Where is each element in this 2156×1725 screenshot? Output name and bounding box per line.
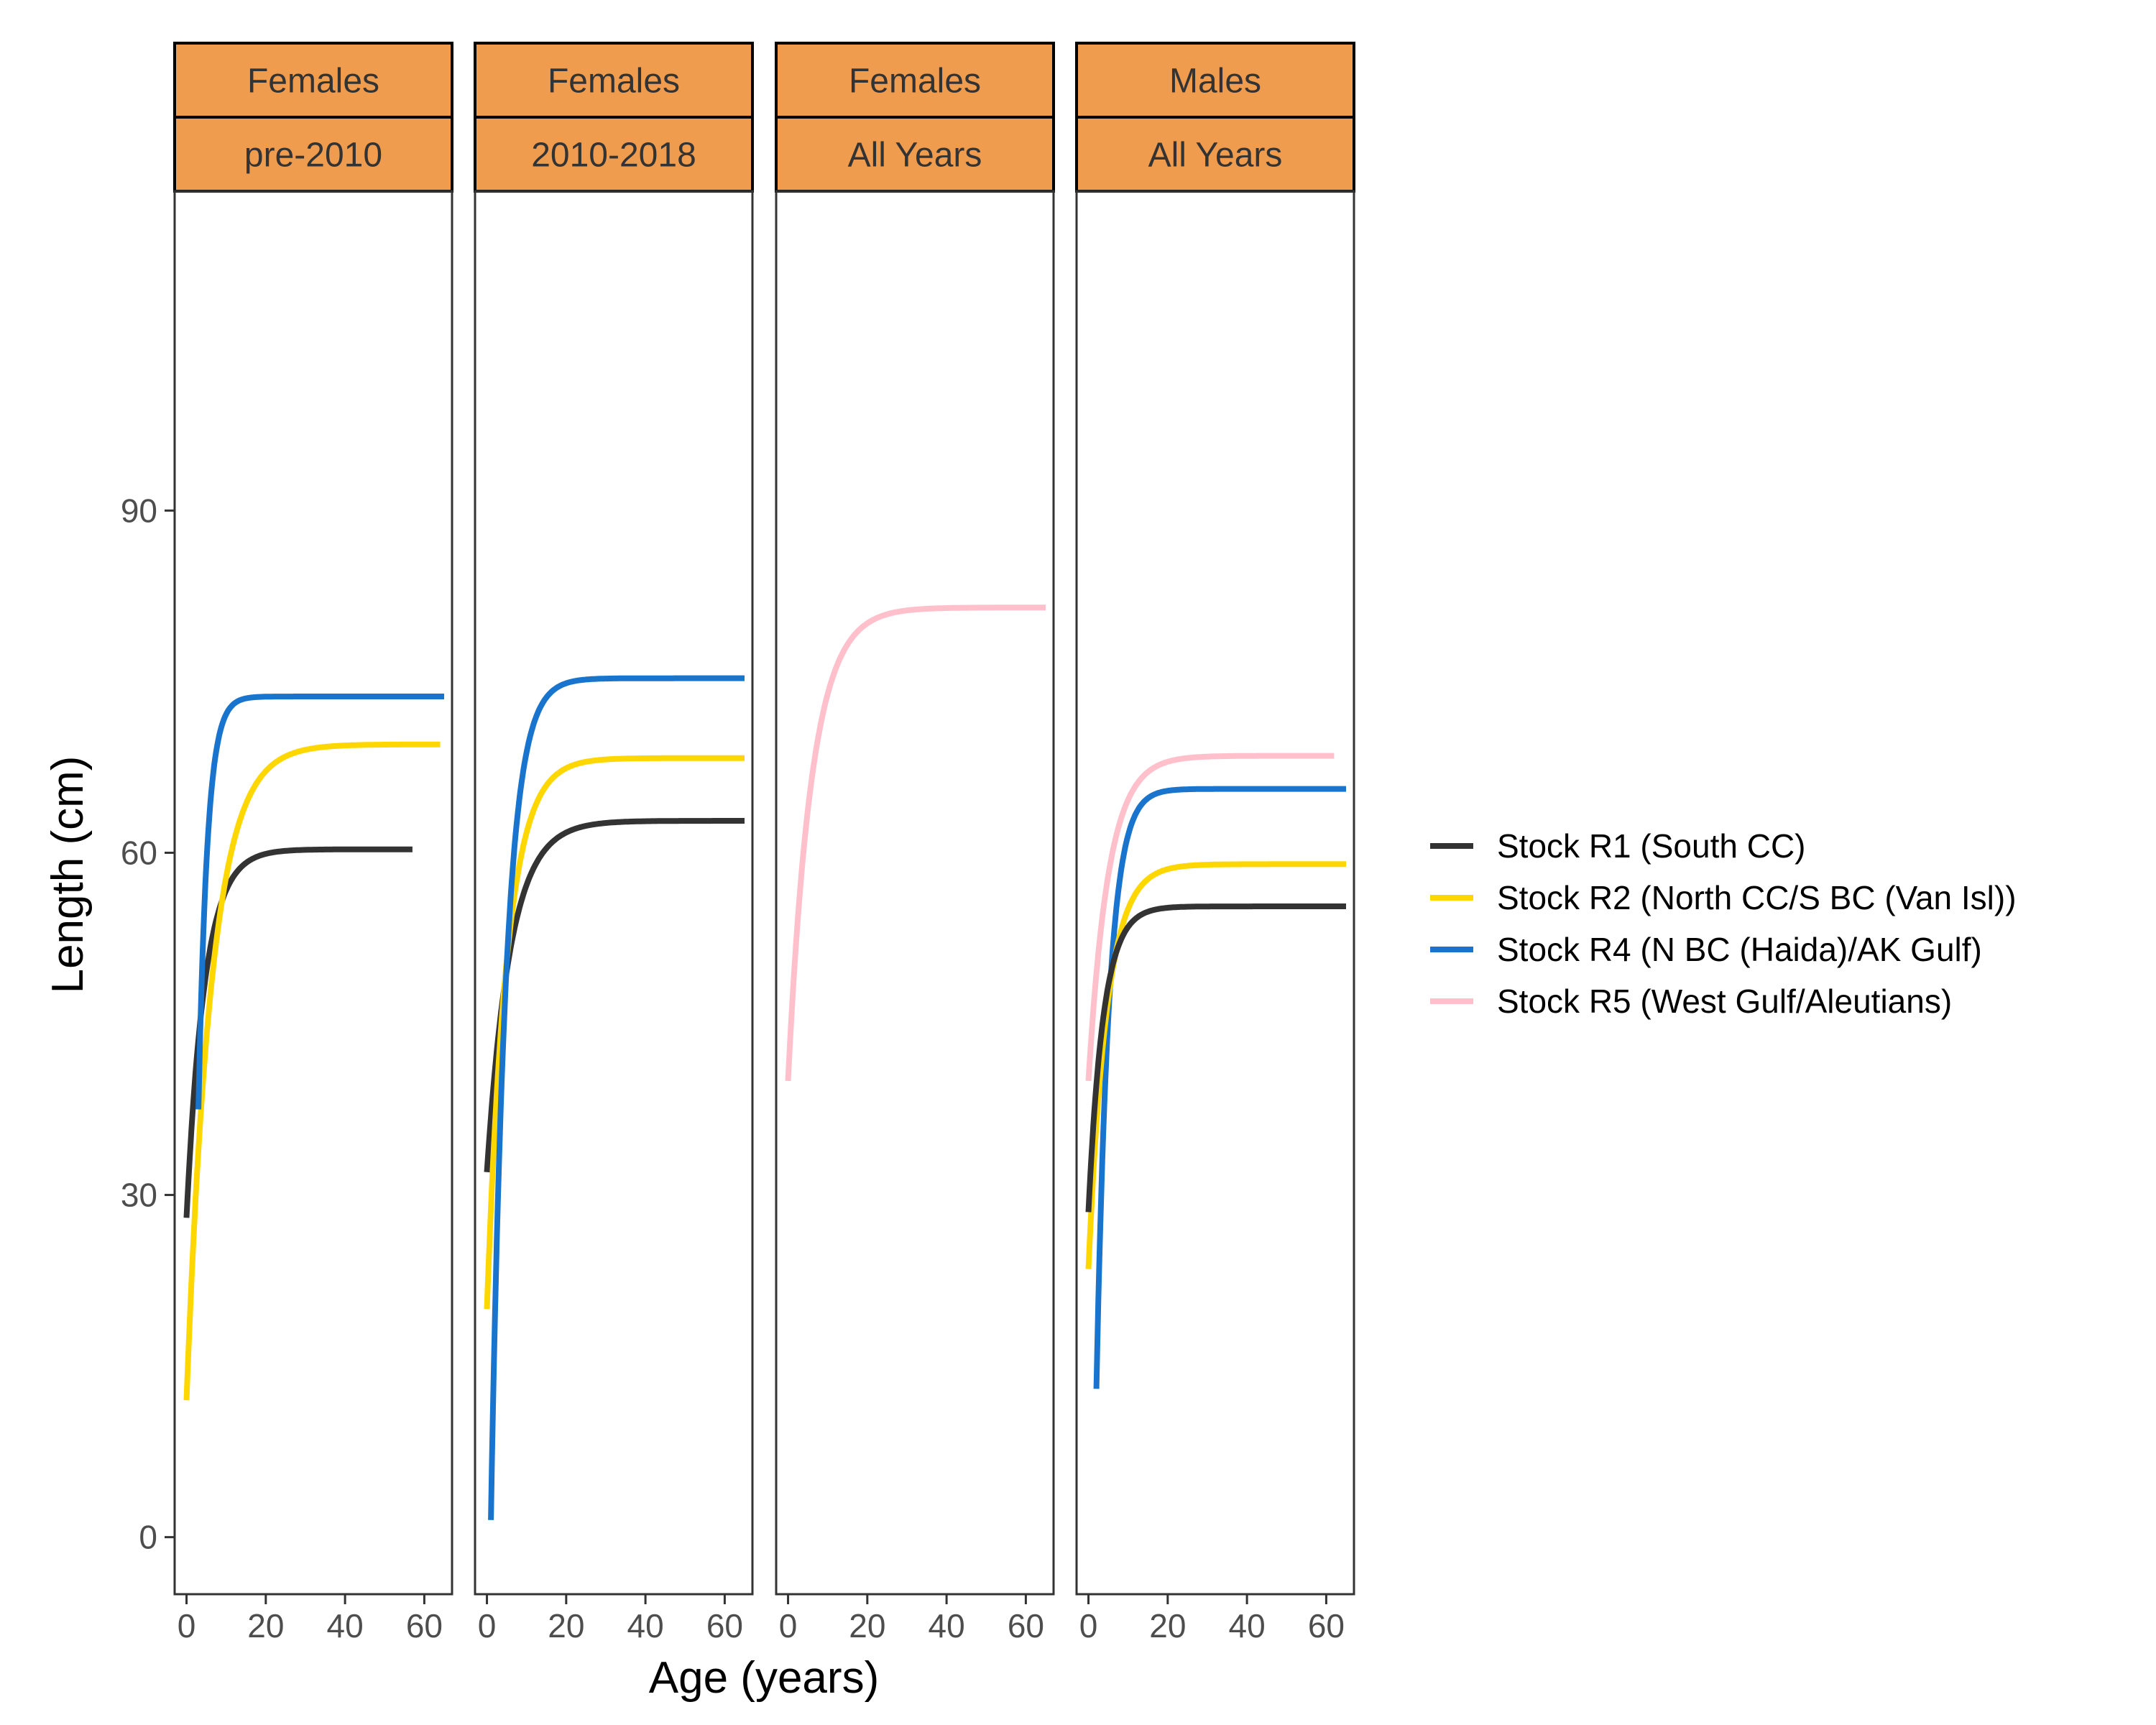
x-tick-label: 40 (929, 1607, 965, 1644)
legend-item: Stock R5 (West Gulf/Aleutians) (1430, 983, 1952, 1020)
facet-strip-bottom (775, 116, 1055, 193)
facet-strip-top-label: Females (247, 63, 379, 101)
panel-border (173, 190, 453, 1596)
x-tick-label: 20 (247, 1607, 284, 1644)
panel-border (775, 190, 1055, 1596)
x-tick-label: 40 (1229, 1607, 1266, 1644)
legend-item: Stock R2 (North CC/S BC (Van Isl)) (1430, 879, 2017, 916)
y-tick-label: 60 (121, 834, 157, 871)
series-line-R4 (488, 675, 747, 1520)
series-line-R2 (484, 755, 747, 1310)
facet-strip-top-label: Females (849, 63, 981, 101)
facet-panels: Females pre-2010 0 20 40 60 Females 2010-2018 0 2… (173, 42, 1355, 1644)
x-tick-label: 60 (706, 1607, 743, 1644)
y-tick-label: 0 (139, 1519, 157, 1556)
panel-series-group (183, 694, 446, 1401)
legend-label: Stock R2 (North CC/S BC (Van Isl)) (1497, 879, 2017, 916)
facet-strip-top (775, 42, 1055, 119)
panel-series-group (785, 604, 1048, 1082)
x-tick-label: 60 (406, 1607, 443, 1644)
facet-strip-bottom (1075, 116, 1355, 193)
facet-strip-top (474, 42, 754, 119)
x-tick-label: 20 (548, 1607, 584, 1644)
facet-panel: Males All Years 0 20 40 60 (1075, 42, 1355, 1644)
y-axis: 0 30 60 90 (121, 492, 175, 1556)
panel-series-group (484, 675, 747, 1520)
x-tick-label: 20 (849, 1607, 885, 1644)
legend-label: Stock R1 (South CC) (1497, 827, 1805, 865)
facet-strip-top-label: Females (548, 63, 680, 101)
y-tick-label: 30 (121, 1177, 157, 1214)
legend-label: Stock R5 (West Gulf/Aleutians) (1497, 983, 1952, 1020)
x-tick-label: 0 (178, 1607, 196, 1644)
panel-border (1075, 190, 1355, 1596)
series-line-R4 (195, 694, 446, 1110)
x-tick-label: 40 (327, 1607, 364, 1644)
legend-label: Stock R4 (N BC (Haida)/AK Gulf) (1497, 931, 1982, 968)
x-tick-label: 0 (779, 1607, 798, 1644)
legend: Stock R1 (South CC) Stock R2 (North CC/S … (1430, 827, 2017, 1020)
y-tick-label: 90 (121, 492, 157, 529)
facet-panel: Females 2010-2018 0 20 40 60 (474, 42, 754, 1644)
facet-strip-bottom (173, 116, 453, 193)
x-tick-label: 0 (478, 1607, 497, 1644)
x-tick-label: 20 (1149, 1607, 1186, 1644)
facet-panel: Females pre-2010 0 20 40 60 (173, 42, 453, 1644)
panel-series-group (1085, 753, 1348, 1389)
facet-strip-top-label: Males (1169, 63, 1261, 101)
series-line-R1 (484, 818, 747, 1173)
facet-panel: Females All Years 0 20 40 60 (775, 42, 1055, 1644)
x-tick-label: 60 (1308, 1607, 1345, 1644)
facet-strip-top (173, 42, 453, 119)
series-line-R5 (785, 604, 1048, 1082)
series-line-R1 (1085, 903, 1348, 1213)
x-tick-label: 60 (1008, 1607, 1044, 1644)
facet-strip-bottom-label: 2010-2018 (531, 137, 696, 175)
facet-strip-bottom (474, 116, 754, 193)
facet-strip-bottom-label: pre-2010 (244, 137, 382, 175)
series-line-R2 (183, 741, 443, 1401)
series-line-R2 (1085, 861, 1348, 1269)
facet-strip-bottom-label: All Years (848, 137, 982, 175)
panel-border (474, 190, 754, 1596)
legend-item: Stock R4 (N BC (Haida)/AK Gulf) (1430, 931, 1982, 968)
legend-item: Stock R1 (South CC) (1430, 827, 1805, 865)
series-line-R5 (1085, 753, 1336, 1082)
y-axis-title: Length (cm) (43, 756, 93, 994)
x-axis-title: Age (years) (649, 1653, 879, 1703)
series-line-R4 (1093, 786, 1348, 1389)
x-tick-label: 0 (1079, 1607, 1098, 1644)
facet-strip-bottom-label: All Years (1148, 137, 1283, 175)
x-tick-label: 40 (627, 1607, 664, 1644)
